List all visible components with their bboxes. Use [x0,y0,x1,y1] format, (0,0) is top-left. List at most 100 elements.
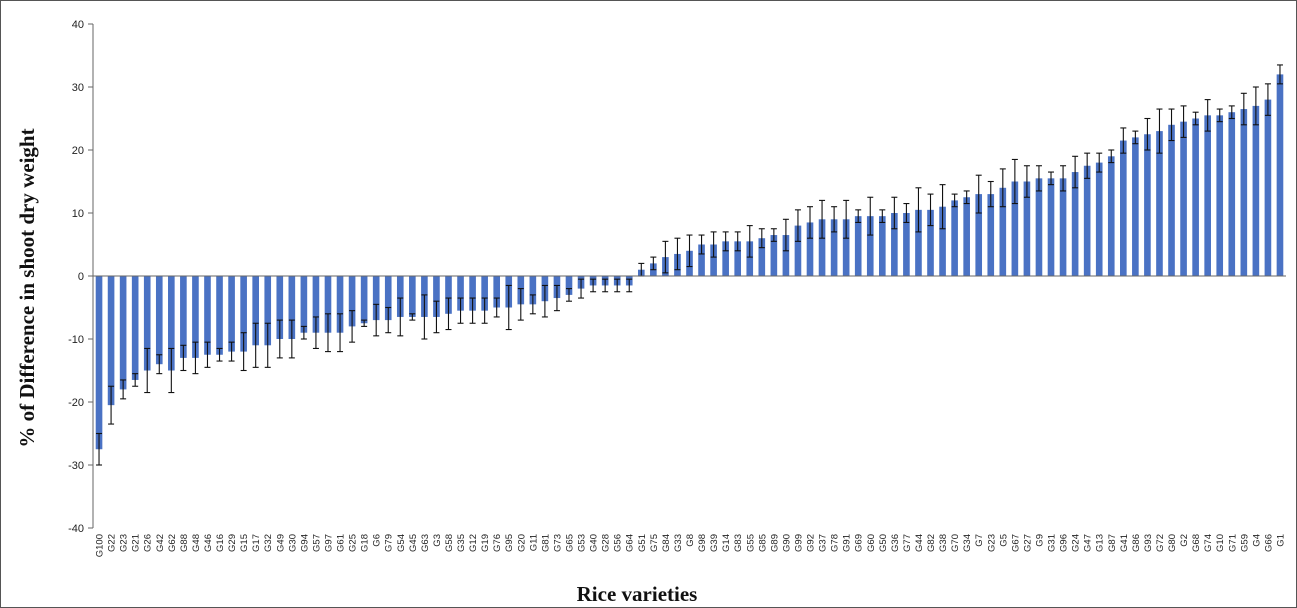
error-bar [180,344,187,372]
error-bar [1132,130,1139,145]
bar-g68 [1192,118,1199,276]
bar-g41 [1120,140,1127,276]
error-bar [602,278,609,293]
x-tick-label: G45 [408,534,419,552]
x-tick-label: G15 [239,534,250,552]
error-bar [1216,108,1223,123]
error-bar [168,347,175,394]
error-bar [132,373,139,387]
error-bar [120,379,127,400]
x-tick-label: G57 [311,534,322,552]
x-tick-label: G33 [673,534,684,552]
error-bar [228,341,235,362]
error-bar [650,256,657,271]
x-tick-label: G49 [275,534,286,552]
error-bar [156,354,163,375]
x-tick-label: G87 [1107,534,1118,552]
x-tick-label: G44 [914,534,925,552]
bar-g37 [818,219,826,276]
y-tick-label: 10 [72,208,84,220]
error-bar [469,297,476,324]
bar-g13 [1095,162,1103,276]
bar-g3 [433,276,440,317]
bar-g83 [734,241,742,276]
x-tick-label: G94 [299,534,310,552]
bar-g48 [192,276,199,358]
bar-g7 [975,194,983,276]
error-bar [722,231,729,252]
error-bar [300,325,307,340]
x-tick-label: G50 [878,534,889,552]
error-bar [457,297,464,324]
bar-g5 [999,187,1007,276]
x-tick-label: G40 [589,534,600,552]
bar-g38 [939,206,946,276]
error-bar [855,209,862,223]
bar-g12 [469,276,476,311]
bar-g87 [1107,156,1115,276]
bar-g98 [698,244,705,276]
x-tick-label: G82 [926,534,937,552]
error-bar [1240,92,1247,126]
x-tick-label: G88 [179,534,190,552]
x-tick-label: G95 [504,534,515,552]
x-tick-label: G91 [842,534,853,552]
bar-g1 [1276,74,1284,277]
x-tick-label: G5 [998,534,1009,547]
error-bar [349,310,356,343]
bar-g17 [252,276,259,346]
x-tick-label: G75 [649,534,660,552]
x-tick-label: G60 [866,534,877,552]
error-bar [264,322,271,368]
bar-g99 [794,225,802,276]
bar-g42 [155,276,163,365]
error-bar [879,209,886,223]
error-bar [1204,99,1211,132]
error-bar [939,184,946,230]
bar-g34 [963,197,970,276]
error-bar [770,228,777,242]
x-tick-label: G34 [962,534,973,552]
error-bar [493,297,500,318]
bar-g90 [782,235,790,276]
bar-g55 [746,241,754,276]
error-bar [192,341,199,375]
error-bar [541,284,548,318]
x-tick-label: G92 [806,534,817,552]
bar-g71 [1228,112,1236,276]
error-bar [819,199,826,239]
x-tick-label: G71 [1227,534,1238,552]
bar-g6 [372,276,380,321]
bar-g77 [903,213,910,276]
y-tick-label: -20 [68,397,84,409]
x-tick-label: G25 [348,534,359,552]
x-tick-label: G13 [1095,534,1106,552]
error-bar [951,193,958,208]
error-bar [385,306,392,334]
error-bar [276,319,283,359]
x-tick-label: G46 [203,534,214,552]
error-bar [1011,158,1018,205]
x-tick-label: G86 [1131,534,1142,552]
bar-g23 [119,276,127,390]
error-bar [975,174,982,214]
x-tick-label: G97 [323,534,334,552]
bar-g78 [830,219,838,276]
error-bar [529,294,536,315]
error-bar [1023,165,1030,198]
error-bar [1192,111,1199,126]
bar-g85 [758,238,766,276]
bar-g18 [360,276,368,324]
bar-g44 [915,209,922,276]
x-tick-label: G32 [263,534,274,552]
bar-g59 [1240,109,1248,276]
bar-g46 [204,276,211,355]
bar-g50 [878,216,886,276]
x-tick-label: G47 [1083,534,1094,552]
bar-g91 [842,219,850,276]
error-bar [433,300,440,334]
error-bar [927,193,934,227]
x-tick-label: G28 [601,534,612,552]
bar-g4 [1252,105,1260,277]
